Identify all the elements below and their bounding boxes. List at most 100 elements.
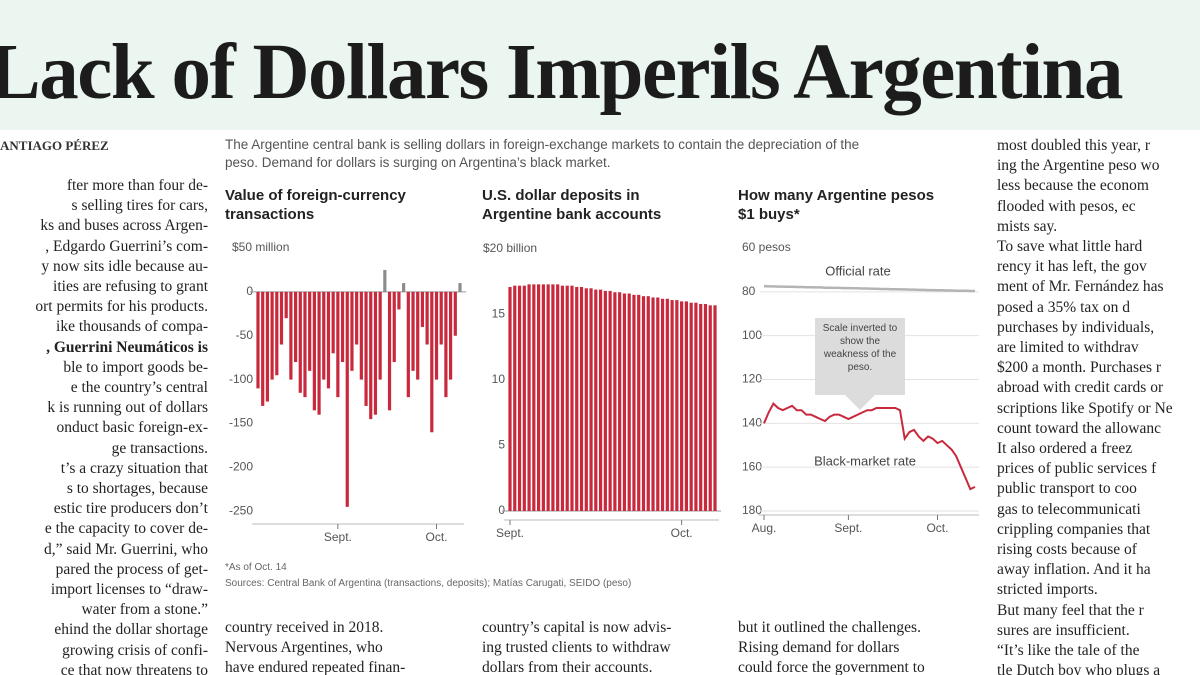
column-line: ities are refusing to grant bbox=[53, 278, 208, 295]
bar bbox=[279, 291, 284, 345]
column-line: s to shortages, because bbox=[66, 480, 208, 497]
bar bbox=[675, 300, 679, 511]
column-line: ike thousands of compa- bbox=[56, 318, 208, 336]
column-line: ort permits for his products. bbox=[35, 298, 208, 316]
column-line: gas to telecommunicati bbox=[997, 500, 1141, 518]
y-tick-label: $50 million bbox=[232, 240, 289, 254]
bar bbox=[336, 291, 340, 398]
column-line: pared the process of get- bbox=[55, 560, 208, 578]
x-tick-label: Sept. bbox=[496, 526, 524, 540]
bar bbox=[565, 285, 569, 511]
column-line: , Edgardo Guerrini’s com- bbox=[45, 237, 208, 255]
column-line: water from a stone.” bbox=[81, 601, 208, 619]
x-tick-label: Oct. bbox=[926, 521, 948, 535]
column-line: t’s a crazy situation that bbox=[60, 459, 208, 477]
y-tick-label: -200 bbox=[229, 460, 253, 474]
bar bbox=[340, 291, 345, 363]
bar bbox=[608, 290, 612, 511]
column-line: count toward the allowanc bbox=[997, 419, 1161, 437]
bar bbox=[551, 284, 555, 511]
y-tick-label: 10 bbox=[492, 372, 506, 386]
bar bbox=[622, 293, 627, 511]
bar bbox=[444, 291, 448, 398]
bar bbox=[345, 291, 349, 507]
column-line: country’s capital is now advis- bbox=[482, 619, 672, 636]
column-line: sures are insufficient. bbox=[997, 621, 1130, 639]
bar bbox=[331, 291, 335, 354]
bar bbox=[598, 289, 603, 511]
bar bbox=[392, 291, 396, 363]
bar bbox=[293, 291, 298, 363]
bar bbox=[613, 292, 617, 511]
bar bbox=[517, 285, 522, 511]
bar bbox=[411, 291, 415, 371]
column-line: scriptions like Spotify or Ne bbox=[997, 399, 1173, 417]
bar bbox=[603, 290, 607, 511]
bar bbox=[326, 291, 331, 389]
bar bbox=[289, 291, 293, 380]
bar bbox=[541, 284, 545, 511]
bar bbox=[453, 291, 457, 336]
column-line: s selling tires for cars, bbox=[71, 197, 208, 215]
bar bbox=[322, 291, 326, 380]
column-line: away inflation. And it ha bbox=[997, 561, 1151, 579]
x-tick-label: Sept. bbox=[834, 521, 862, 535]
column-line: ing trusted clients to withdraw bbox=[482, 639, 671, 657]
bar bbox=[660, 298, 665, 511]
chart-title: U.S. dollar deposits in Argentine bank a… bbox=[482, 187, 662, 223]
column-line: ment of Mr. Fernández has bbox=[997, 278, 1164, 296]
column-line: fter more than four de- bbox=[66, 177, 208, 194]
bar bbox=[383, 269, 387, 292]
column-line: less because the econom bbox=[997, 177, 1149, 195]
column-line: but it outlined the challenges. bbox=[738, 619, 921, 636]
column-line: dollars from their accounts. bbox=[482, 659, 653, 675]
column-line: e the country’s central bbox=[70, 379, 208, 396]
column-line: ce that now threatens to bbox=[60, 661, 208, 675]
bar bbox=[694, 302, 698, 511]
bar bbox=[589, 288, 593, 511]
bar bbox=[527, 284, 531, 511]
series-label: Official rate bbox=[825, 263, 891, 278]
bar bbox=[637, 294, 641, 511]
series-label: Black-market rate bbox=[814, 453, 916, 468]
bar bbox=[546, 284, 550, 511]
bar bbox=[708, 305, 712, 511]
bar bbox=[439, 291, 443, 345]
bar bbox=[275, 291, 279, 376]
bar bbox=[513, 285, 517, 511]
column-line: estic tire producers don’t bbox=[53, 500, 208, 518]
y-tick-label: 0 bbox=[498, 503, 505, 517]
column-line: are limited to withdrav bbox=[997, 339, 1139, 356]
bar bbox=[680, 301, 684, 511]
line-series bbox=[763, 401, 976, 491]
bar bbox=[532, 284, 536, 511]
bar bbox=[350, 291, 354, 371]
column-line: “It’s like the tale of the bbox=[997, 642, 1140, 659]
y-tick-label: 15 bbox=[492, 307, 506, 321]
column-line: e the capacity to cover de- bbox=[44, 520, 208, 538]
byline: ANTIAGO PÉREZ bbox=[0, 138, 109, 153]
y-tick-label: 5 bbox=[498, 438, 505, 452]
column-line: import licenses to “draw- bbox=[50, 581, 208, 598]
bar bbox=[265, 291, 269, 402]
bar bbox=[651, 297, 655, 511]
bar bbox=[373, 291, 378, 415]
y-tick-label: 140 bbox=[742, 416, 762, 430]
bar bbox=[632, 294, 636, 511]
bar bbox=[575, 286, 579, 511]
y-tick-label: -250 bbox=[229, 503, 253, 517]
bar bbox=[261, 291, 265, 406]
column-line: country received in 2018. bbox=[225, 619, 384, 636]
bar bbox=[270, 291, 274, 380]
bar bbox=[458, 283, 462, 292]
x-tick-label: Oct. bbox=[671, 526, 693, 540]
headline: Lack of Dollars Imperils Argentina bbox=[0, 29, 1123, 116]
column-line: stricted imports. bbox=[997, 581, 1098, 599]
column-line: ks and buses across Argen- bbox=[40, 217, 208, 235]
bar bbox=[369, 291, 373, 420]
column-line: have endured repeated finan- bbox=[225, 659, 406, 675]
column-line: To save what little hard bbox=[997, 238, 1143, 255]
bar bbox=[641, 296, 646, 511]
